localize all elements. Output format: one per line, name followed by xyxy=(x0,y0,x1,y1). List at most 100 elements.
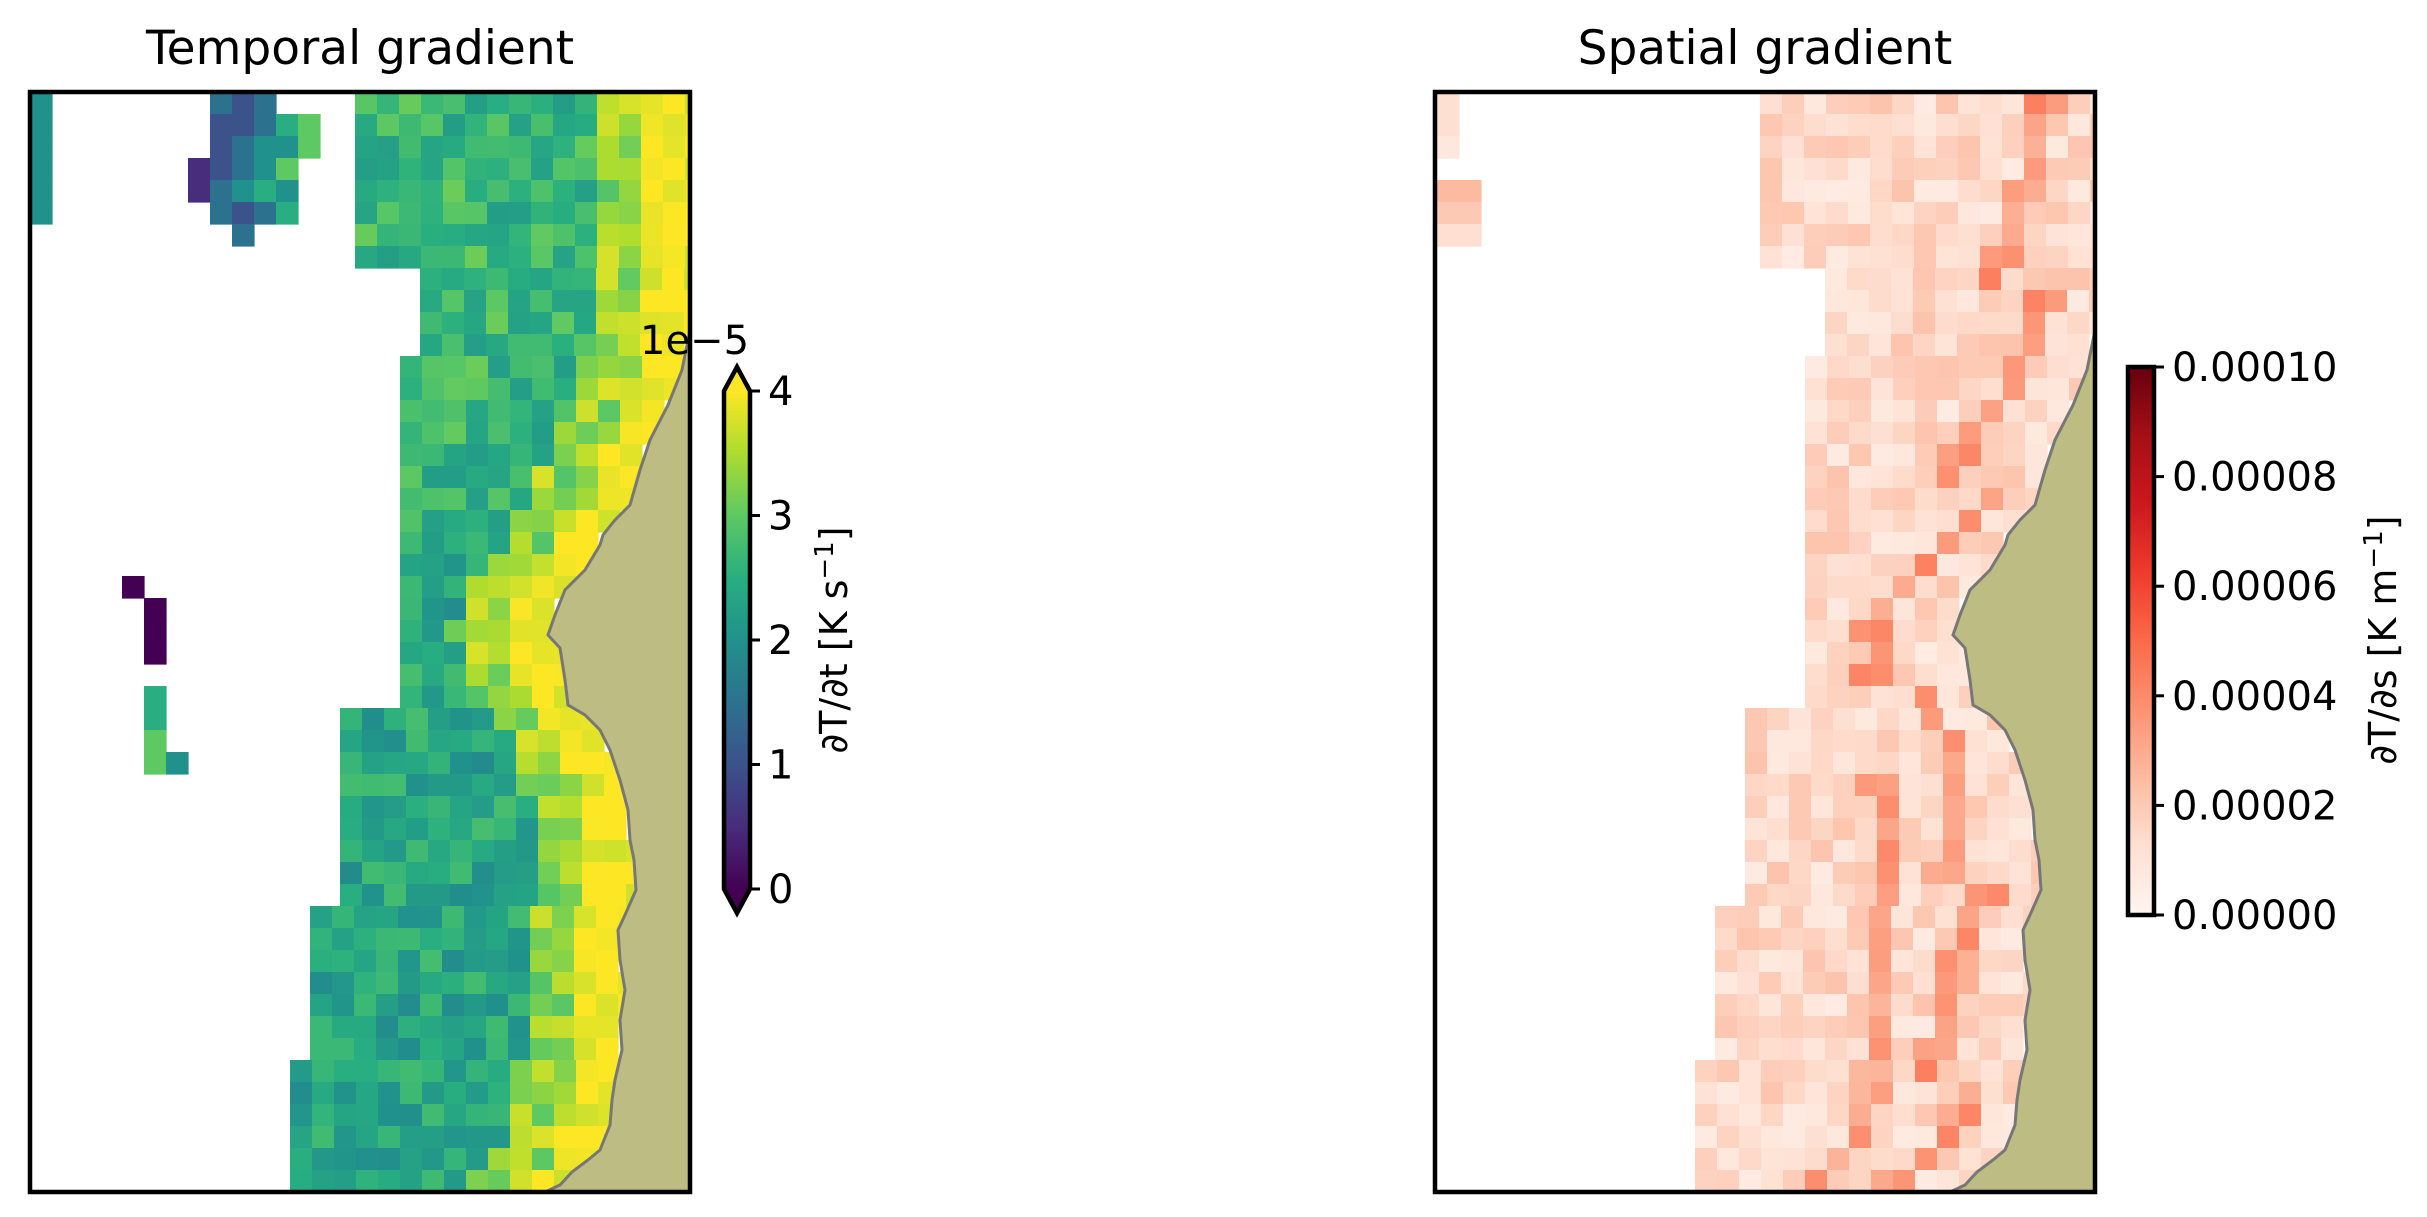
heatmap-cell xyxy=(1805,510,1828,533)
heatmap-cell xyxy=(188,158,211,181)
heatmap-cell xyxy=(1957,994,1980,1017)
heatmap-cell xyxy=(508,994,531,1017)
heatmap-cell xyxy=(560,774,583,797)
heatmap-cell xyxy=(488,488,511,511)
heatmap-cell xyxy=(428,862,451,885)
heatmap-cell xyxy=(488,400,511,423)
heatmap-cell xyxy=(1891,950,1914,973)
heatmap-cell xyxy=(487,202,510,225)
heatmap-cell xyxy=(1833,862,1856,885)
heatmap-cell xyxy=(1965,774,1988,797)
heatmap-cell xyxy=(1804,202,1827,225)
heatmap-cell xyxy=(465,224,488,247)
heatmap-cell xyxy=(422,664,445,687)
heatmap-cell xyxy=(1437,92,1460,115)
heatmap-cell xyxy=(516,862,539,885)
heatmap-cell xyxy=(494,730,517,753)
heatmap-cell xyxy=(1915,1170,1938,1192)
heatmap-cell xyxy=(508,268,531,291)
heatmap-cell xyxy=(641,92,664,115)
heatmap-cell xyxy=(362,708,385,731)
heatmap-cell xyxy=(1737,972,1760,995)
heatmap-cell xyxy=(1767,708,1790,731)
heatmap-cell xyxy=(516,730,539,753)
heatmap-cell xyxy=(560,840,583,863)
heatmap-cell xyxy=(290,1060,313,1083)
heatmap-cell xyxy=(1739,1082,1762,1105)
heatmap-cell xyxy=(620,444,643,467)
heatmap-cell xyxy=(310,972,333,995)
colorbar-tick-label: 0.00010 xyxy=(2172,345,2337,391)
heatmap-cell xyxy=(552,906,575,929)
heatmap-cell xyxy=(399,92,422,115)
heatmap-cell xyxy=(2024,158,2047,181)
heatmap-cell xyxy=(596,906,619,929)
heatmap-cell xyxy=(1937,488,1960,511)
heatmap-cell xyxy=(1958,202,1981,225)
heatmap-cell xyxy=(1913,994,1936,1017)
heatmap-cell xyxy=(1833,884,1856,907)
heatmap-cell xyxy=(428,818,451,841)
heatmap-cell xyxy=(2003,422,2026,445)
heatmap-cell xyxy=(1855,862,1878,885)
heatmap-cell xyxy=(1957,1016,1980,1039)
heatmap-cell xyxy=(420,972,443,995)
heatmap-cell xyxy=(290,1126,313,1149)
heatmap-cell xyxy=(576,466,599,489)
heatmap-cell xyxy=(1781,1038,1804,1061)
heatmap-cell xyxy=(1849,576,1872,599)
heatmap-cell xyxy=(538,818,561,841)
colorbar-label-exp: −1 xyxy=(2359,530,2389,568)
heatmap-cell xyxy=(340,862,363,885)
heatmap-cell xyxy=(1745,730,1768,753)
heatmap-cell xyxy=(312,1170,335,1192)
heatmap-cell xyxy=(2045,268,2068,291)
heatmap-cell xyxy=(1781,994,1804,1017)
heatmap-cell xyxy=(488,664,511,687)
heatmap-cell xyxy=(420,334,443,357)
heatmap-cell xyxy=(487,246,510,269)
heatmap-cell xyxy=(1871,598,1894,621)
heatmap-cell xyxy=(1803,906,1826,929)
heatmap-cell xyxy=(354,950,377,973)
heatmap-cell xyxy=(334,1082,357,1105)
heatmap-cell xyxy=(1893,686,1916,709)
heatmap-cell xyxy=(1789,884,1812,907)
heatmap-cell xyxy=(442,950,465,973)
heatmap-cell xyxy=(377,224,400,247)
heatmap-cell xyxy=(1767,884,1790,907)
heatmap-cell xyxy=(1937,1126,1960,1149)
heatmap-cell xyxy=(465,180,488,203)
heatmap-cell xyxy=(640,312,663,335)
heatmap-cell xyxy=(422,400,445,423)
heatmap-cell xyxy=(554,510,577,533)
heatmap-cell xyxy=(1892,202,1915,225)
heatmap-cell xyxy=(232,180,255,203)
heatmap-cell xyxy=(1965,840,1988,863)
heatmap-cell xyxy=(276,114,299,137)
heatmap-cell xyxy=(422,620,445,643)
heatmap-cell xyxy=(422,356,445,379)
heatmap-cell xyxy=(530,1038,553,1061)
heatmap-cell xyxy=(1959,444,1982,467)
heatmap-cell xyxy=(1980,92,2003,115)
heatmap-cell xyxy=(1745,818,1768,841)
heatmap-cell xyxy=(1781,1016,1804,1039)
heatmap-cell xyxy=(1459,180,1482,203)
temporal-gradient-panel: Temporal gradient 0 1 2 3 4 1e−5 ∂T/∂t [K s−… xyxy=(27,21,856,1195)
heatmap-cell xyxy=(420,268,443,291)
heatmap-cell xyxy=(1695,1126,1718,1149)
heatmap-cell xyxy=(464,1016,487,1039)
heatmap-cell xyxy=(2009,796,2032,819)
heatmap-cell xyxy=(685,246,690,269)
heatmap-cell xyxy=(576,400,599,423)
heatmap-cell xyxy=(420,290,443,313)
heatmap-cell xyxy=(2001,268,2024,291)
heatmap-cell xyxy=(1695,1082,1718,1105)
heatmap-cell xyxy=(406,774,429,797)
heatmap-cell xyxy=(2023,312,2046,335)
heatmap-cell xyxy=(2067,290,2090,313)
heatmap-cell xyxy=(2068,158,2091,181)
heatmap-cell xyxy=(531,136,554,159)
heatmap-cell xyxy=(685,224,690,247)
